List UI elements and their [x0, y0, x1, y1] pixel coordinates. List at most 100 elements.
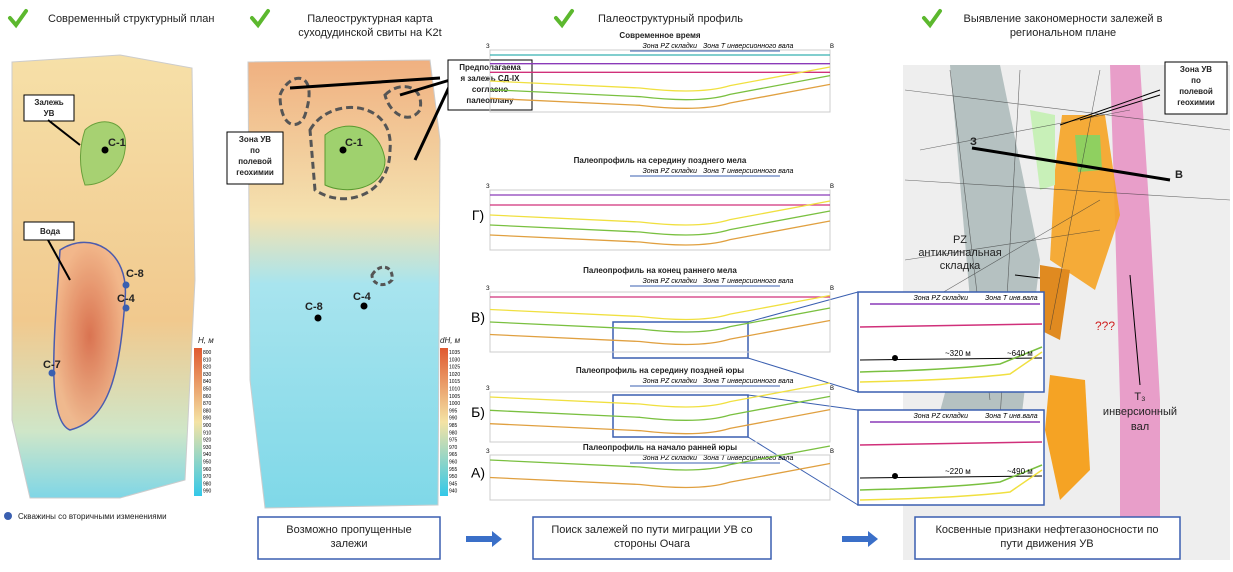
callout: геохимии — [1177, 98, 1215, 107]
well — [314, 314, 322, 322]
header: региональном плане — [1010, 27, 1116, 39]
map2 — [247, 59, 452, 509]
well — [48, 369, 56, 377]
map1 — [11, 54, 202, 499]
zone: Зона PZ складки — [643, 277, 698, 285]
legend-tick: 1035 — [449, 350, 460, 356]
distance: ~320 м — [945, 349, 971, 358]
header: Палеоструктурный профиль — [598, 13, 743, 25]
section-title: Современное время — [619, 31, 700, 40]
legend-tick: 930 — [203, 445, 212, 451]
axis-east: В — [830, 286, 834, 292]
section-title: Палеопрофиль на середину позднего мела — [574, 156, 747, 165]
distance: ~490 м — [1007, 467, 1033, 476]
distance: ~640 м — [1007, 349, 1033, 358]
legend-tick: 890 — [203, 416, 212, 422]
conclusion: Возможно пропущенные — [286, 524, 411, 536]
regional-map — [903, 61, 1231, 560]
legend-tick: 1010 — [449, 387, 460, 393]
header: Выявление закономерности залежей в — [964, 13, 1163, 25]
zone: Зона PZ складки — [643, 167, 698, 175]
zone: Зона PZ складки — [914, 294, 969, 302]
label: складка — [940, 260, 981, 272]
axis-west: З — [970, 136, 977, 148]
axis-west: З — [486, 386, 490, 392]
horizon — [489, 395, 831, 421]
well — [339, 146, 347, 154]
legend-tick: 810 — [203, 357, 212, 363]
legend-tick: 950 — [203, 460, 212, 466]
section-letter: Г) — [472, 207, 484, 223]
well — [360, 302, 368, 310]
horizon — [489, 210, 831, 236]
horizon — [489, 319, 831, 346]
section-letter: Б) — [471, 404, 485, 420]
distance: ~220 м — [945, 467, 971, 476]
callout: Зона УВ — [239, 135, 271, 144]
legend-tick: 990 — [203, 489, 212, 495]
well-label: С-1 — [345, 137, 363, 149]
legend-tick: 990 — [449, 416, 458, 422]
legend-tick: 1025 — [449, 365, 460, 371]
legend-tick: 960 — [449, 460, 458, 466]
horizon — [489, 409, 831, 435]
section-letter: А) — [471, 465, 485, 481]
horizon — [489, 445, 831, 471]
well-label: С-1 — [108, 137, 126, 149]
well — [101, 146, 109, 154]
axis-east: В — [830, 44, 834, 50]
axis-east: В — [1175, 169, 1183, 181]
conclusion: Косвенные признаки нефтегазоносности по — [935, 524, 1158, 536]
pointer — [47, 239, 71, 281]
label: PZ — [953, 234, 967, 246]
legend-tick: 1015 — [449, 379, 460, 385]
well — [122, 304, 130, 312]
conclusion: стороны Очага — [614, 538, 691, 550]
legend-tick: 800 — [203, 350, 212, 356]
legend-tick: 850 — [203, 387, 212, 393]
horizon — [859, 351, 1043, 383]
profile-frame — [489, 49, 831, 113]
legend-tick: 1030 — [449, 357, 460, 363]
axis-east: В — [830, 449, 834, 455]
horizon — [859, 464, 1043, 491]
label: УВ — [44, 109, 55, 118]
zone: Зона Т инверсионного вала — [703, 455, 793, 462]
legend-title: dH, м — [440, 336, 461, 345]
horizon — [859, 475, 1043, 479]
section-title: Палеопрофиль на конец раннего мела — [583, 266, 737, 275]
legend-tick: 840 — [203, 379, 212, 385]
horizon — [489, 307, 831, 333]
legend-tick: 1000 — [449, 401, 460, 407]
axis-west: З — [486, 44, 490, 50]
conclusion: залежи — [330, 538, 367, 550]
horizon — [489, 382, 831, 408]
legend-tick: 820 — [203, 365, 212, 371]
conclusion: Поиск залежей по пути миграции УВ со — [551, 524, 752, 536]
legend-tick: 910 — [203, 430, 212, 436]
horizon — [859, 346, 1043, 373]
callout: по — [1191, 76, 1201, 85]
callout: по — [250, 146, 260, 155]
legend-tick: 965 — [449, 452, 458, 458]
header: суходудинской свиты на K2t — [298, 27, 441, 39]
callout: геохимии — [236, 168, 274, 177]
horizon — [489, 462, 831, 489]
profile-frame — [489, 189, 831, 251]
legend-tick: 830 — [203, 372, 212, 378]
horizon — [859, 469, 1043, 501]
axis-east: В — [830, 386, 834, 392]
legend-tick: 970 — [449, 445, 458, 451]
horizon — [489, 83, 831, 109]
well-label: С-8 — [126, 268, 144, 280]
header: Современный структурный план — [48, 13, 214, 25]
marker — [892, 473, 898, 479]
zone: Зона Т инв.вала — [985, 295, 1038, 302]
checkmarks — [8, 9, 942, 29]
legend-tick: 870 — [203, 401, 212, 407]
well-label: С-4 — [117, 293, 136, 305]
horizon — [489, 220, 831, 246]
legend-tick: 920 — [203, 438, 212, 444]
pointer — [47, 119, 81, 146]
